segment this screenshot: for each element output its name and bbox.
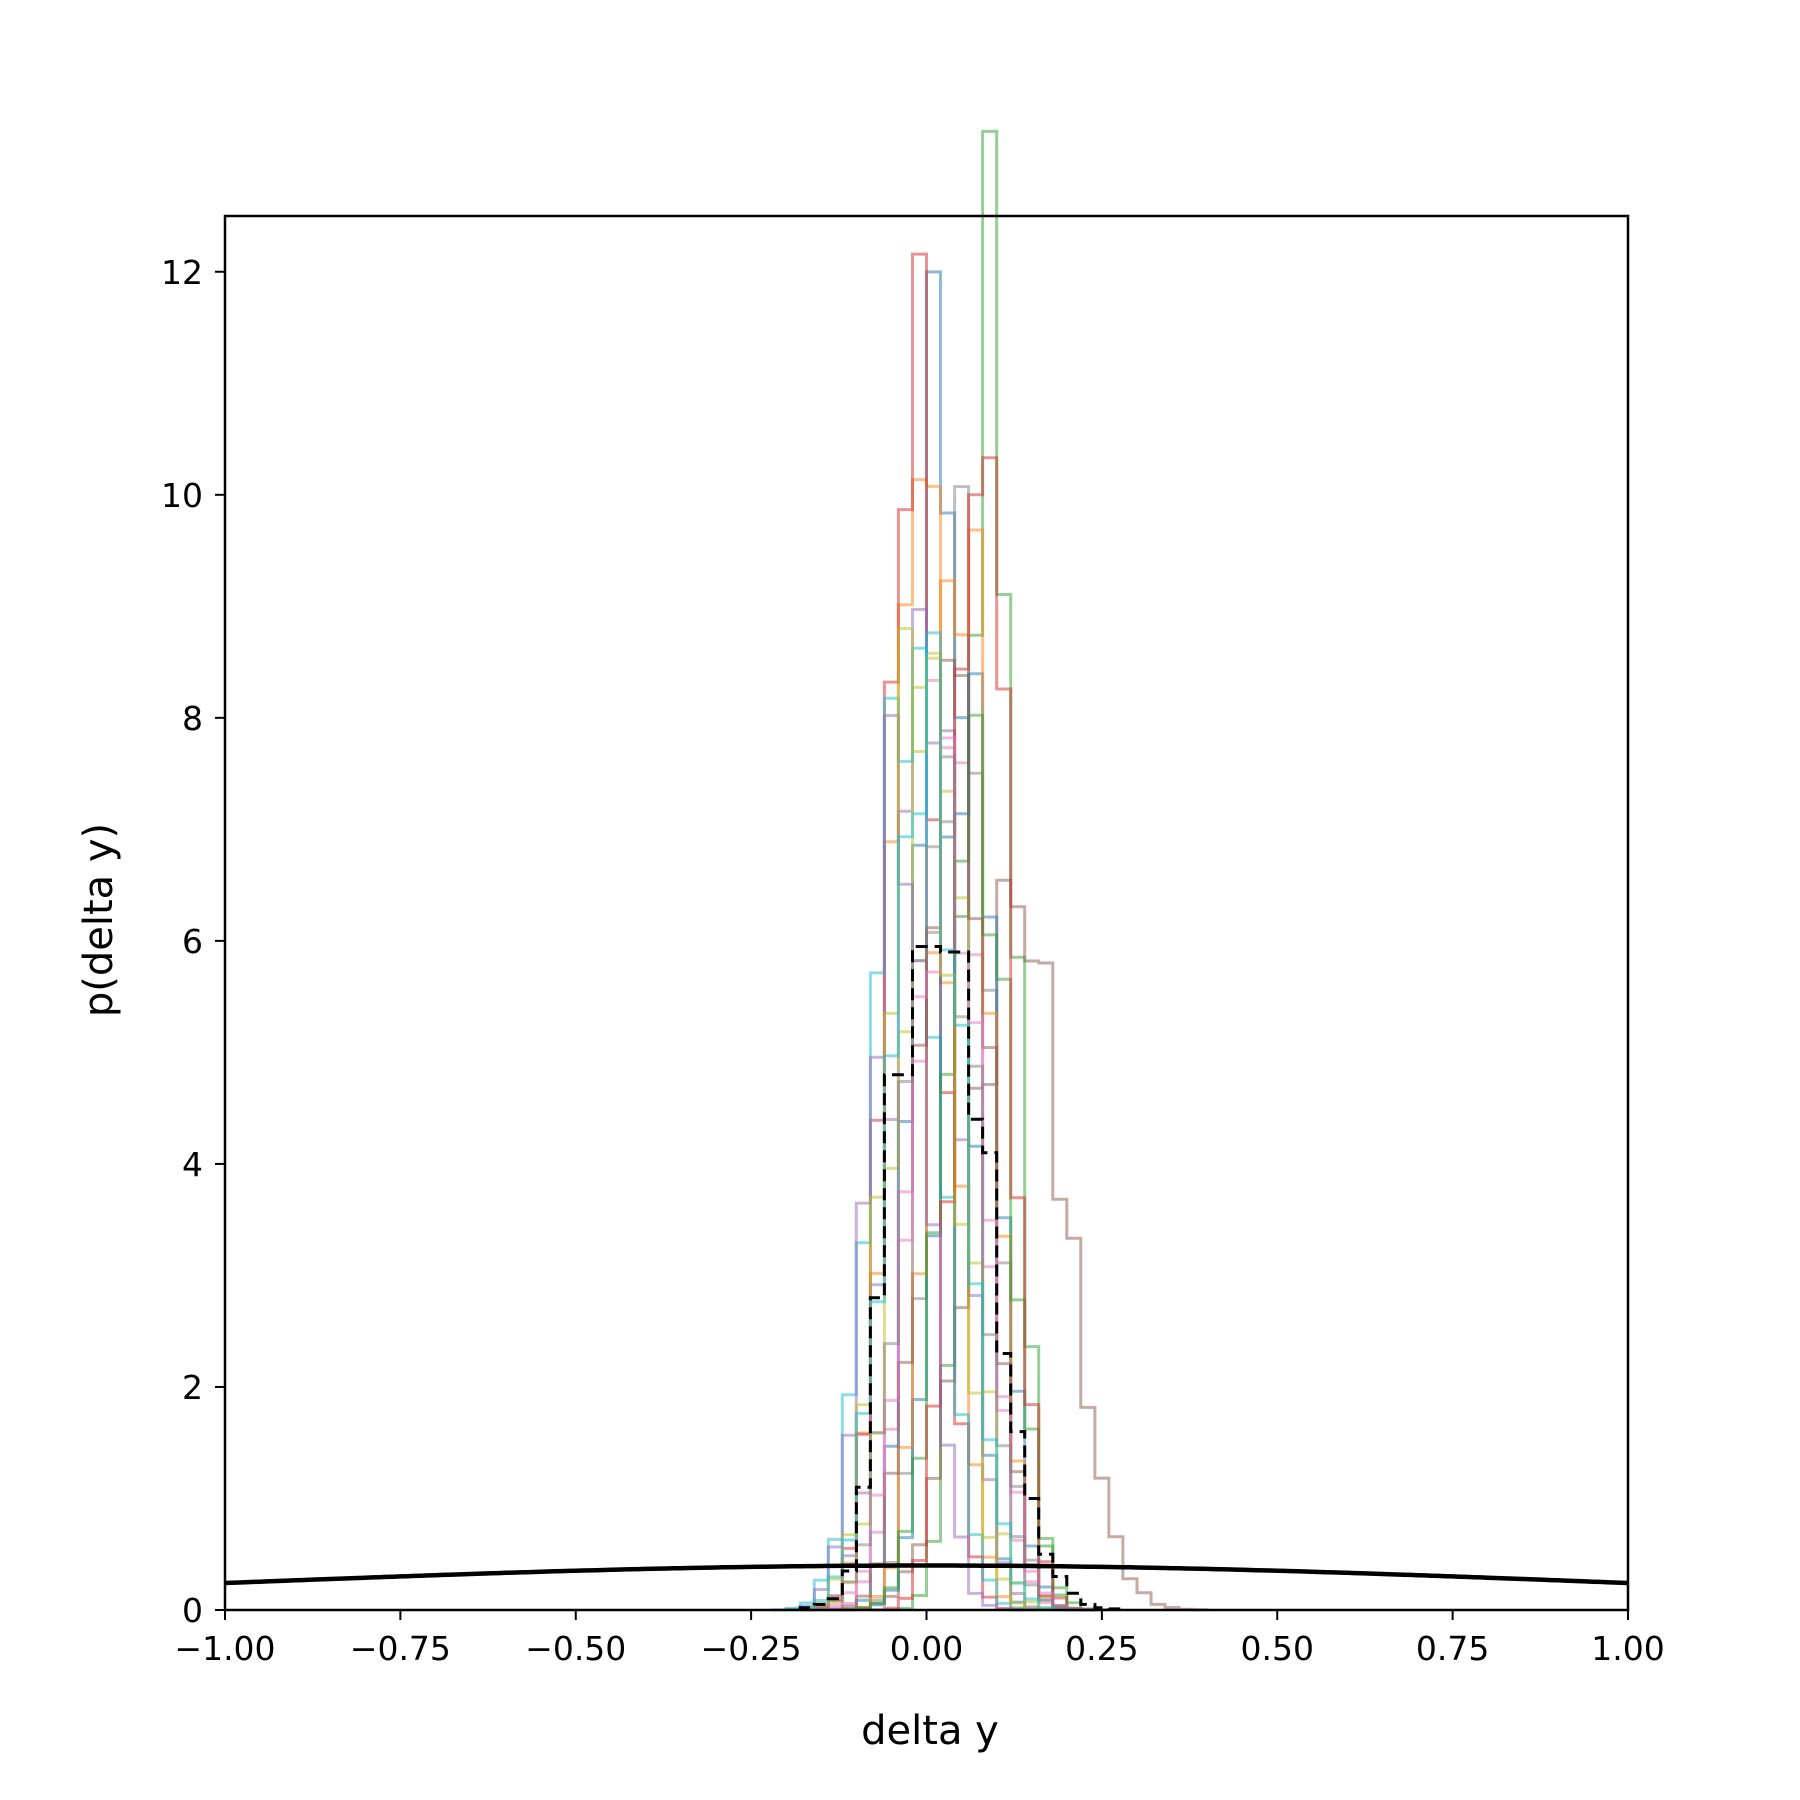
histogram-layer	[224, 129, 1629, 1612]
aggregate-histogram	[798, 945, 1125, 1611]
chain-histogram-13	[840, 713, 1111, 1612]
x-tick-label: 0.50	[1241, 1629, 1314, 1668]
chain-histogram-5	[798, 608, 1069, 1612]
chain-histogram-3	[882, 129, 1097, 1612]
chain-histogram-12	[840, 528, 1083, 1612]
chain-histogram-20	[784, 631, 1083, 1612]
x-axis-label: delta y	[861, 1708, 999, 1754]
axes-layer: −1.00 −0.75 −0.50 −0.25 0.00 0.25 0.50 0.75 1.00…	[161, 214, 1665, 1668]
y-axis-label: p(delta y)	[76, 823, 122, 1017]
y-tick-label: 10	[161, 476, 203, 515]
chain-histogram-17	[798, 736, 1097, 1612]
chain-histogram-10	[770, 646, 1041, 1612]
x-tick-label: −1.00	[174, 1629, 275, 1668]
chain-histogram-14	[868, 456, 1097, 1612]
prior-curve	[224, 1563, 1629, 1586]
x-tick-label: 0.25	[1065, 1629, 1138, 1668]
chain-histogram-11	[854, 672, 1097, 1612]
chain-histogram-6	[826, 878, 1209, 1612]
x-tick-label: −0.50	[525, 1629, 626, 1668]
y-tick-label: 0	[182, 1591, 203, 1630]
x-tick-label: −0.75	[350, 1629, 451, 1668]
chain-histogram-18	[798, 755, 1097, 1612]
chain-histogram-16	[826, 658, 1097, 1612]
y-tick-label: 4	[182, 1145, 203, 1184]
x-tick-label: 0.00	[890, 1629, 963, 1668]
y-tick-label: 8	[182, 699, 203, 738]
chain-histogram-7	[812, 679, 1083, 1612]
x-tick-label: 0.75	[1416, 1629, 1489, 1668]
x-tick-label: 1.00	[1591, 1629, 1664, 1668]
y-tick-label: 12	[161, 253, 203, 292]
y-tick-label: 6	[182, 922, 203, 961]
chain-histogram-9	[798, 651, 1069, 1612]
chain-histogram-19	[784, 627, 1055, 1612]
y-tick-label: 2	[182, 1368, 203, 1407]
chain-histogram-8	[840, 485, 1083, 1612]
x-tick-label: −0.25	[701, 1629, 802, 1668]
chain-histogram-15	[784, 714, 1027, 1612]
